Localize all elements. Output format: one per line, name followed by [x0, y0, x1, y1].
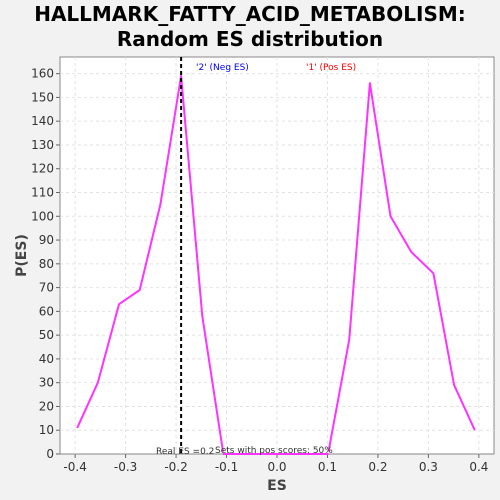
y-tick-label: 90	[39, 233, 54, 247]
y-tick-label: 160	[31, 67, 54, 81]
axes: 0 10 20 30 40 50 60 70 80 90 100 110 120 130 140 150 160…	[31, 67, 488, 474]
y-tick-label: 20	[39, 399, 54, 413]
series-line	[76, 75, 224, 452]
y-tick-label: 70	[39, 281, 54, 295]
chart-title-line-2: Random ES distribution	[116, 27, 384, 51]
grid	[60, 57, 494, 454]
x-tick-label: -0.2	[164, 460, 187, 474]
x-axis-label: ES	[267, 478, 287, 494]
y-tick-label: 80	[39, 257, 54, 271]
y-tick-label: 60	[39, 304, 54, 318]
y-tick-label: 40	[39, 352, 54, 366]
y-axis-label: P(ES)	[14, 234, 30, 277]
y-tick-label: 0	[46, 447, 54, 461]
y-tick-label: 30	[39, 376, 54, 390]
annotation-real-es: Real ES =0.2	[156, 447, 214, 457]
y-tick-label: 120	[31, 162, 54, 176]
x-tick-label: 0.1	[318, 460, 337, 474]
y-tick-label: 150	[31, 90, 54, 104]
x-tick-label: 0.0	[267, 460, 286, 474]
x-tick-label: 0.4	[469, 460, 488, 474]
annotation-neg-es: '2' (Neg ES)	[196, 63, 249, 73]
annotation-pos-scores: Sets with pos scores: 50%	[215, 446, 333, 456]
chart-title-line-1: HALLMARK_FATTY_ACID_METABOLISM:	[34, 2, 466, 26]
series	[76, 75, 476, 455]
annotation-pos-es: '1' (Pos ES)	[306, 63, 356, 73]
x-tick-label: 0.3	[419, 460, 438, 474]
x-tick-label: -0.4	[63, 460, 86, 474]
x-tick-label: -0.1	[215, 460, 238, 474]
y-tick-label: 100	[31, 209, 54, 223]
y-tick-label: 10	[39, 423, 54, 437]
series-line	[327, 82, 476, 452]
y-tick-label: 110	[31, 186, 54, 200]
y-tick-label: 140	[31, 114, 54, 128]
x-tick-label: -0.3	[114, 460, 137, 474]
x-tick-label: 0.2	[368, 460, 387, 474]
y-tick-label: 130	[31, 138, 54, 152]
y-tick-label: 50	[39, 328, 54, 342]
chart-title: HALLMARK_FATTY_ACID_METABOLISM: Random E…	[0, 2, 500, 52]
